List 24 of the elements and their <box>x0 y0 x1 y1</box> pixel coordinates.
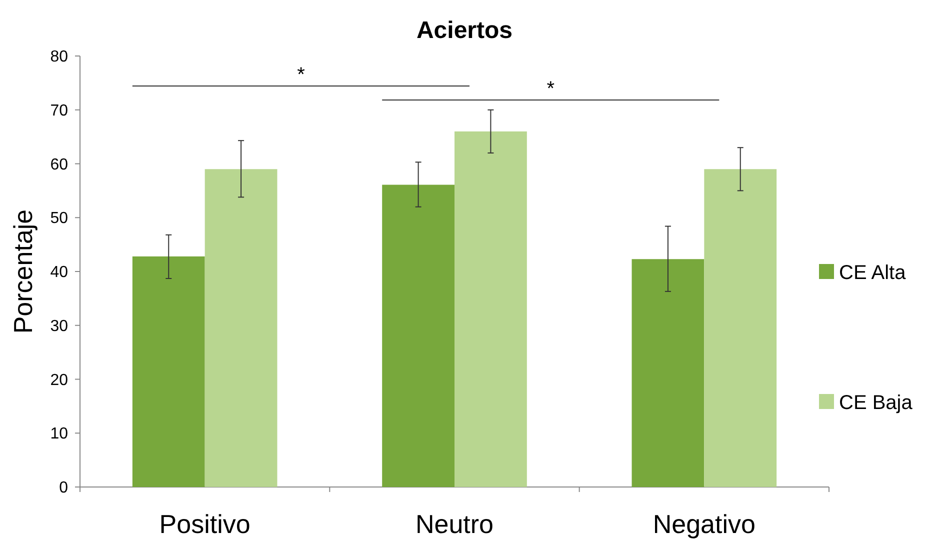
chart-title: Aciertos <box>416 17 513 44</box>
y-tick-label: 80 <box>50 48 68 66</box>
bar <box>632 259 704 487</box>
bar <box>704 169 777 487</box>
y-tick-label: 60 <box>50 156 68 174</box>
y-axis-title: Porcentaje <box>8 209 38 334</box>
y-tick-label: 20 <box>50 372 68 389</box>
y-tick-label: 0 <box>59 480 68 497</box>
x-tick-label: Negativo <box>652 509 756 539</box>
bar <box>382 184 454 487</box>
legend-label: CE Baja <box>839 392 914 414</box>
bar <box>454 131 527 487</box>
legend-label: CE Alta <box>839 262 907 284</box>
bar <box>204 169 278 487</box>
y-tick-label: 50 <box>50 210 68 228</box>
y-tick-label: 40 <box>50 264 68 282</box>
y-tick-label: 70 <box>50 102 68 120</box>
annotation: * <box>546 78 555 100</box>
x-tick-label: Positivo <box>159 509 250 539</box>
y-tick-label: 10 <box>50 426 68 443</box>
y-tick-label: 30 <box>50 318 68 335</box>
x-tick-label: Neutro <box>415 509 494 539</box>
bar <box>132 256 205 487</box>
annotation: * <box>297 64 306 86</box>
